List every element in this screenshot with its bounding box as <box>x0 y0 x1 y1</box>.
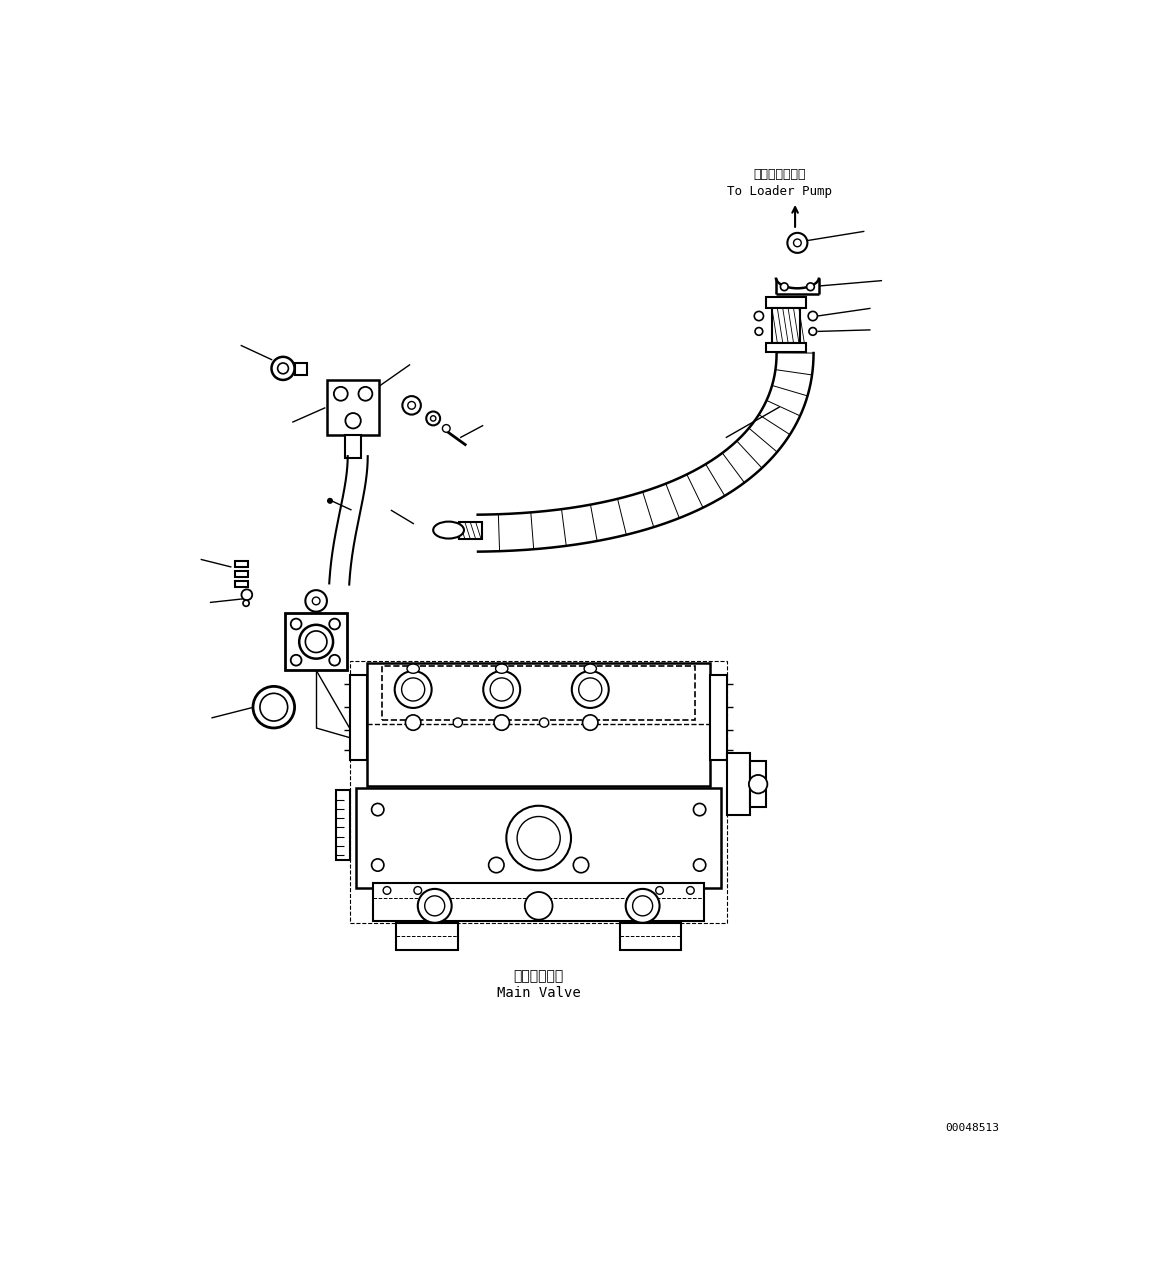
Bar <box>356 788 721 889</box>
Ellipse shape <box>433 522 464 539</box>
Circle shape <box>306 590 327 612</box>
Bar <box>235 571 249 577</box>
Circle shape <box>693 859 706 871</box>
Bar <box>765 297 806 309</box>
Circle shape <box>406 715 421 730</box>
Circle shape <box>394 671 431 709</box>
Circle shape <box>358 387 372 401</box>
Bar <box>350 661 727 923</box>
Circle shape <box>442 424 450 432</box>
Bar <box>459 522 483 539</box>
Circle shape <box>424 896 444 916</box>
Circle shape <box>414 886 422 894</box>
Circle shape <box>372 859 384 871</box>
Text: メインバルブ: メインバルブ <box>514 968 564 983</box>
Circle shape <box>243 601 249 606</box>
Circle shape <box>329 619 340 629</box>
Circle shape <box>490 678 513 701</box>
Bar <box>772 309 800 343</box>
Circle shape <box>755 328 763 336</box>
Text: Main Valve: Main Valve <box>497 986 580 1001</box>
Circle shape <box>686 886 694 894</box>
Bar <box>336 791 350 859</box>
Circle shape <box>329 655 340 666</box>
Circle shape <box>418 889 451 923</box>
Circle shape <box>809 328 816 336</box>
Bar <box>750 761 765 808</box>
Circle shape <box>242 589 252 601</box>
Circle shape <box>313 597 320 604</box>
Circle shape <box>579 678 601 701</box>
Circle shape <box>525 892 552 919</box>
Circle shape <box>793 239 801 247</box>
Circle shape <box>427 412 440 426</box>
Bar <box>285 613 347 670</box>
Circle shape <box>345 413 361 428</box>
Circle shape <box>540 718 549 727</box>
Circle shape <box>328 499 333 503</box>
Circle shape <box>573 858 588 873</box>
Circle shape <box>488 858 504 873</box>
Circle shape <box>808 311 818 320</box>
Circle shape <box>494 715 509 730</box>
Circle shape <box>755 311 764 320</box>
Circle shape <box>626 889 659 923</box>
Circle shape <box>430 415 436 421</box>
Circle shape <box>383 886 391 894</box>
Circle shape <box>484 671 520 709</box>
Circle shape <box>271 356 294 379</box>
Circle shape <box>454 718 463 727</box>
Text: To Loader Pump: To Loader Pump <box>727 185 833 198</box>
Bar <box>727 754 750 815</box>
Bar <box>383 666 695 720</box>
Circle shape <box>402 396 421 414</box>
Ellipse shape <box>495 664 508 674</box>
Bar <box>765 343 806 352</box>
Circle shape <box>291 655 301 666</box>
Circle shape <box>656 886 663 894</box>
Bar <box>350 675 368 760</box>
Circle shape <box>693 804 706 815</box>
Circle shape <box>780 283 789 291</box>
Text: 00048513: 00048513 <box>946 1123 999 1133</box>
Circle shape <box>254 687 294 728</box>
Circle shape <box>299 625 333 658</box>
Bar <box>397 923 458 950</box>
Circle shape <box>506 806 571 871</box>
Bar <box>368 662 711 786</box>
Text: ローダポンプへ: ローダポンプへ <box>754 168 806 181</box>
Ellipse shape <box>407 664 420 674</box>
Bar <box>345 436 361 459</box>
Circle shape <box>749 775 768 793</box>
Circle shape <box>518 817 561 859</box>
Bar <box>373 882 705 921</box>
Circle shape <box>306 631 327 652</box>
Ellipse shape <box>584 664 597 674</box>
Circle shape <box>401 678 424 701</box>
Circle shape <box>807 283 814 291</box>
Circle shape <box>372 804 384 815</box>
Bar <box>620 923 682 950</box>
Bar <box>294 363 307 374</box>
Circle shape <box>291 619 301 629</box>
Bar <box>327 379 379 436</box>
Circle shape <box>787 233 807 253</box>
Bar <box>235 581 249 588</box>
Circle shape <box>261 693 287 721</box>
Circle shape <box>408 401 415 409</box>
Circle shape <box>334 387 348 401</box>
Bar <box>711 675 727 760</box>
Circle shape <box>583 715 598 730</box>
Bar <box>235 561 249 567</box>
Circle shape <box>278 363 288 374</box>
Circle shape <box>572 671 608 709</box>
Circle shape <box>633 896 652 916</box>
